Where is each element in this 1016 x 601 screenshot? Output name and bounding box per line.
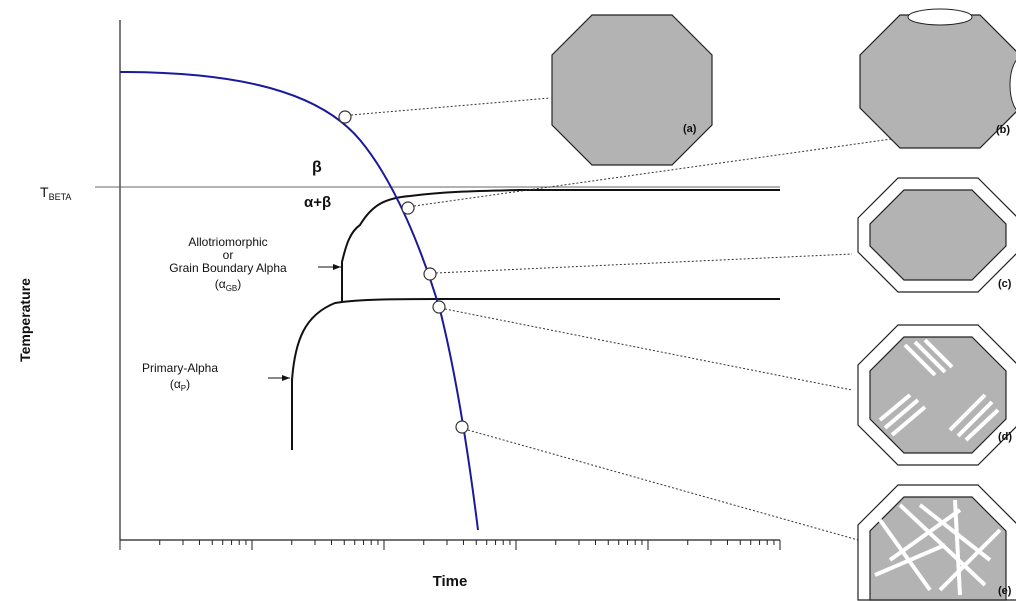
panel-b: (b) — [860, 9, 1016, 148]
symbol: α — [174, 377, 181, 391]
x-axis-label: Time — [433, 573, 468, 590]
t-beta-label: TBETA — [40, 184, 71, 202]
primary-alpha-symbol: (αP) — [170, 377, 190, 393]
panel-a: (a) — [552, 15, 712, 165]
y-axis-label: Temperature — [17, 278, 33, 362]
symbol: α — [219, 277, 226, 291]
beta-region: β — [312, 159, 322, 176]
panel-label: (b) — [996, 124, 1010, 136]
panel-e: (e) — [858, 485, 1016, 600]
panel-c: (c) — [858, 178, 1016, 292]
gb-alpha-line: Grain Boundary Alpha — [169, 261, 287, 275]
panel-label: (e) — [998, 585, 1012, 597]
gb-alpha-line: or — [223, 248, 234, 262]
alpha-beta-region: α+β — [304, 194, 331, 211]
panel-label: (d) — [998, 431, 1012, 443]
panel-d: (d) — [858, 325, 1016, 465]
panel-label: (a) — [683, 123, 697, 135]
cct-diagram: Temperature Time TBETA β α+β Allotriomor… — [0, 0, 1016, 601]
t-beta-sub: BETA — [49, 192, 72, 202]
primary-alpha-line: Primary-Alpha — [142, 361, 218, 375]
primary-alpha-curve — [292, 299, 780, 450]
subscript: GB — [226, 284, 238, 293]
gb-alpha-symbol: (αGB) — [215, 277, 242, 293]
gb-alpha-line: Allotriomorphic — [188, 235, 267, 249]
cooling-curve — [120, 72, 478, 530]
panel-label: (c) — [998, 278, 1012, 290]
